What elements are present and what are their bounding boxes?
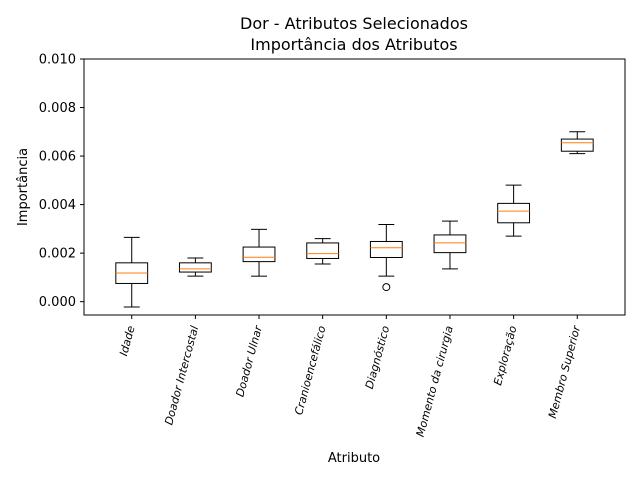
box-iqr	[497, 202, 531, 224]
box-iqr	[178, 262, 212, 273]
axes-frame	[83, 58, 626, 316]
y-tick-label: 0.008	[39, 101, 76, 116]
y-tick-label: 0.004	[39, 198, 76, 213]
box-iqr	[306, 242, 340, 259]
outlier-point	[382, 283, 391, 292]
y-tick-label: 0.002	[39, 247, 76, 262]
y-axis-label: Importância	[16, 148, 31, 226]
y-tick-label: 0.000	[39, 295, 76, 310]
y-tick-label: 0.010	[39, 53, 76, 68]
x-axis-label: Atributo	[328, 451, 380, 466]
chart-title-line2: Importância dos Atributos	[250, 35, 457, 54]
chart-title-line1: Dor - Atributos Selecionados	[240, 14, 468, 33]
y-tick-label: 0.006	[39, 150, 76, 165]
box-iqr	[369, 240, 403, 258]
box-iqr	[560, 138, 594, 152]
box-iqr	[242, 246, 276, 263]
box-iqr	[433, 234, 467, 254]
